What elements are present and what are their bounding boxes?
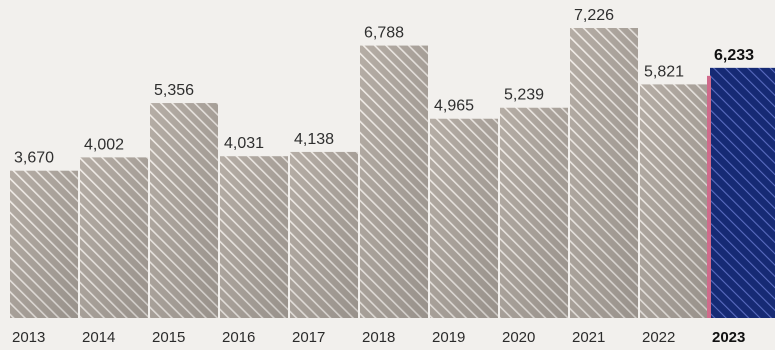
value-label-2013: 3,670 <box>14 150 54 167</box>
value-label-2021: 7,226 <box>574 7 614 24</box>
bar-shade-2020 <box>500 107 568 318</box>
value-label-2015: 5,356 <box>154 82 194 99</box>
year-label-2021: 2021 <box>572 329 605 346</box>
value-label-2023: 6,233 <box>714 47 754 64</box>
bar-shade-2014 <box>80 157 148 318</box>
bar-2023 <box>710 67 775 318</box>
value-label-2017: 4,138 <box>294 131 334 148</box>
bars-layer <box>10 28 775 319</box>
year-label-2018: 2018 <box>362 329 395 346</box>
year-label-2019: 2019 <box>432 329 465 346</box>
year-label-2016: 2016 <box>222 329 255 346</box>
bar-shade-2022 <box>640 84 708 318</box>
bar-shade-2016 <box>220 156 288 318</box>
year-label-2022: 2022 <box>642 329 675 346</box>
bar-shade-2013 <box>10 170 78 318</box>
year-labels-layer: 2013 2014 2015 2016 2017 2018 2019 2020 2021 2022… <box>12 329 745 346</box>
bar-shade-2018 <box>360 45 428 319</box>
year-label-2014: 2014 <box>82 329 115 346</box>
year-label-2013: 2013 <box>12 329 45 346</box>
value-label-2016: 4,031 <box>224 135 264 152</box>
value-labels-layer: 3,670 4,002 5,356 4,031 4,138 6,788 4,965 5,239… <box>14 7 754 167</box>
bar-shade-2015 <box>150 103 218 319</box>
value-label-2019: 4,965 <box>434 98 474 115</box>
bar-shade-2017 <box>290 151 358 318</box>
bar-shade-2021 <box>570 28 638 318</box>
year-label-2017: 2017 <box>292 329 325 346</box>
year-label-2015: 2015 <box>152 329 185 346</box>
highlight-edge-2023 <box>707 75 711 318</box>
value-label-2020: 5,239 <box>504 87 544 104</box>
value-label-2022: 5,821 <box>644 63 684 80</box>
value-label-2014: 4,002 <box>84 136 124 153</box>
bar-shade-2019 <box>430 118 498 318</box>
value-label-2018: 6,788 <box>364 25 404 42</box>
year-label-2020: 2020 <box>502 329 535 346</box>
year-label-2023: 2023 <box>712 329 745 346</box>
